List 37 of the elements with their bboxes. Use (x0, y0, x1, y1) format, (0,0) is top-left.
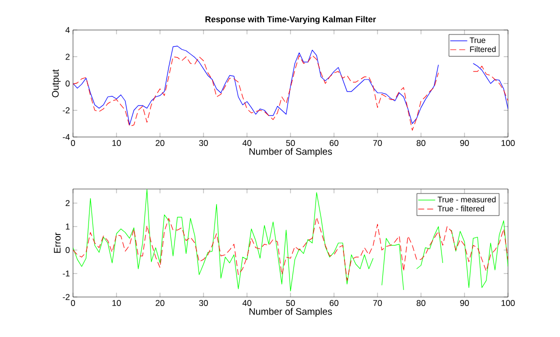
y-tick-label: -4 (62, 134, 70, 140)
x-tick-label: 40 (242, 300, 252, 306)
x-tick-label: 50 (286, 140, 295, 146)
x-tick-label: 20 (156, 140, 164, 146)
y-tick-label: 2 (66, 54, 70, 60)
y-tick-label: 4 (65, 27, 70, 33)
x-tick-label: 90 (460, 140, 469, 146)
x-tick-label: 60 (330, 140, 338, 146)
x-tick-label: 20 (156, 300, 164, 306)
y-axis-title: Error (54, 232, 61, 253)
chart-title: Response with Time-Varying Kalman Filter (206, 16, 376, 24)
x-axis-title: Number of Samples (249, 308, 332, 317)
y-tick-label: 1 (66, 224, 70, 230)
y-tick-label: 2 (66, 200, 70, 206)
x-tick-label: 0 (70, 140, 76, 146)
y-tick-label: -2 (62, 294, 70, 300)
x-tick-label: 90 (460, 300, 469, 306)
x-tick-label: 0 (70, 300, 76, 306)
x-tick-label: 70 (373, 300, 382, 306)
x-tick-label: 30 (199, 300, 208, 306)
x-tick-label: 70 (373, 140, 382, 146)
x-tick-label: 10 (112, 300, 121, 306)
x-tick-label: 80 (416, 140, 426, 146)
x-tick-label: 60 (330, 300, 338, 306)
y-tick-label: -1 (62, 270, 70, 276)
y-tick-label: 0 (66, 80, 70, 86)
x-tick-label: 40 (242, 140, 252, 146)
y-tick-label: -2 (62, 107, 70, 114)
x-tick-label: 30 (199, 140, 208, 146)
x-tick-label: 100 (502, 140, 515, 146)
x-axis-title: Number of Samples (249, 148, 332, 157)
x-tick-label: 50 (286, 300, 295, 306)
x-tick-label: 100 (502, 300, 515, 306)
y-axis-title: Output (52, 69, 61, 98)
y-tick-label: 0 (66, 247, 70, 254)
x-tick-label: 10 (112, 140, 121, 146)
x-tick-label: 80 (416, 300, 426, 306)
